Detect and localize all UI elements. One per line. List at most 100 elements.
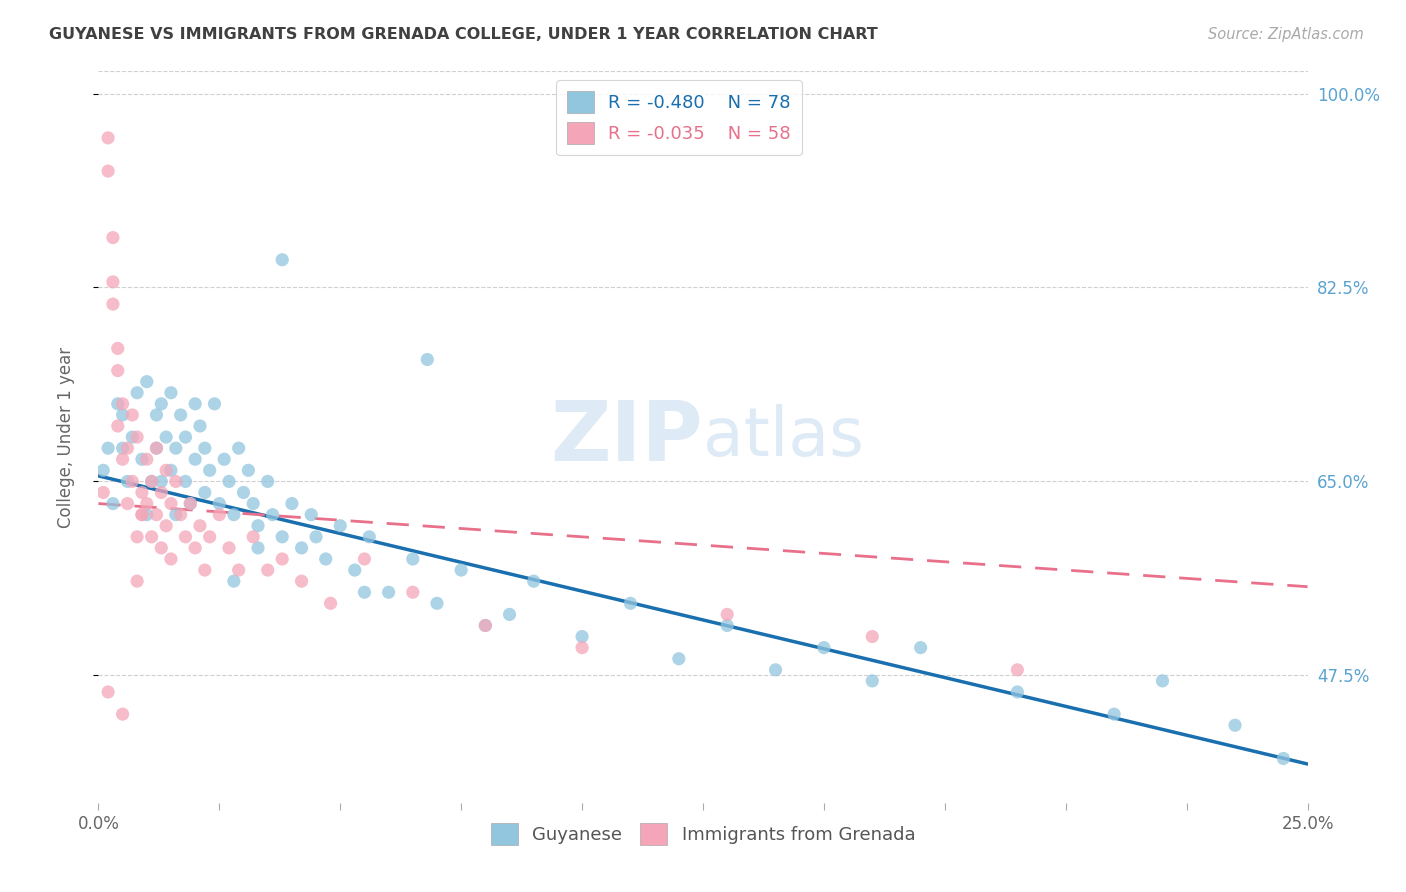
Point [169, 508, 191, 522]
Point [299, 508, 322, 522]
Point [145, 408, 167, 422]
Point [305, 530, 328, 544]
Point [222, 508, 245, 522]
Point [111, 441, 134, 455]
Point [188, 518, 211, 533]
Point [290, 574, 312, 589]
Point [111, 707, 134, 722]
Point [1152, 673, 1174, 688]
Point [145, 441, 167, 455]
Point [135, 375, 157, 389]
Point [416, 352, 439, 367]
Point [1007, 663, 1029, 677]
Point [343, 563, 366, 577]
Point [474, 618, 496, 632]
Point [256, 475, 278, 489]
Point [179, 497, 201, 511]
Point [860, 630, 883, 644]
Point [117, 497, 139, 511]
Point [716, 618, 738, 632]
Point [131, 452, 153, 467]
Point [97, 441, 120, 455]
Text: ZIP: ZIP [551, 397, 703, 477]
Point [150, 475, 173, 489]
Point [160, 385, 183, 400]
Point [174, 530, 197, 544]
Point [141, 475, 163, 489]
Y-axis label: College, Under 1 year: College, Under 1 year [56, 346, 75, 528]
Point [222, 574, 245, 589]
Point [242, 497, 264, 511]
Point [174, 430, 197, 444]
Point [127, 574, 149, 589]
Point [1272, 751, 1295, 765]
Point [101, 230, 124, 244]
Point [107, 397, 129, 411]
Point [218, 541, 240, 555]
Point [402, 552, 425, 566]
Point [127, 530, 149, 544]
Point [228, 563, 250, 577]
Point [160, 552, 183, 566]
Point [353, 552, 375, 566]
Point [97, 164, 120, 178]
Point [204, 397, 226, 411]
Point [165, 508, 187, 522]
Point [271, 252, 294, 267]
Point [319, 596, 342, 610]
Point [474, 618, 496, 632]
Point [813, 640, 835, 655]
Point [141, 475, 163, 489]
Point [107, 419, 129, 434]
Text: GUYANESE VS IMMIGRANTS FROM GRENADA COLLEGE, UNDER 1 YEAR CORRELATION CHART: GUYANESE VS IMMIGRANTS FROM GRENADA COLL… [49, 27, 877, 42]
Text: Source: ZipAtlas.com: Source: ZipAtlas.com [1208, 27, 1364, 42]
Point [107, 363, 129, 377]
Point [127, 430, 149, 444]
Point [101, 297, 124, 311]
Point [212, 452, 235, 467]
Point [160, 463, 183, 477]
Point [860, 673, 883, 688]
Point [111, 397, 134, 411]
Point [141, 530, 163, 544]
Point [242, 530, 264, 544]
Point [117, 475, 139, 489]
Point [1223, 718, 1246, 732]
Point [271, 530, 294, 544]
Point [523, 574, 546, 589]
Point [194, 441, 217, 455]
Point [238, 463, 260, 477]
Point [218, 475, 240, 489]
Point [184, 541, 207, 555]
Point [359, 530, 381, 544]
Point [188, 419, 211, 434]
Point [198, 530, 221, 544]
Point [155, 463, 177, 477]
Point [619, 596, 641, 610]
Point [208, 497, 231, 511]
Point [135, 452, 157, 467]
Point [169, 408, 191, 422]
Point [101, 497, 124, 511]
Point [121, 430, 143, 444]
Point [145, 508, 167, 522]
Point [179, 497, 201, 511]
Point [194, 485, 217, 500]
Point [121, 475, 143, 489]
Point [716, 607, 738, 622]
Point [135, 497, 157, 511]
Point [91, 485, 114, 500]
Point [194, 563, 217, 577]
Point [91, 463, 114, 477]
Point [165, 441, 187, 455]
Point [150, 485, 173, 500]
Point [910, 640, 932, 655]
Point [174, 475, 197, 489]
Point [315, 552, 337, 566]
Point [127, 385, 149, 400]
Point [135, 508, 157, 522]
Point [377, 585, 399, 599]
Point [160, 497, 183, 511]
Point [101, 275, 124, 289]
Point [1007, 685, 1029, 699]
